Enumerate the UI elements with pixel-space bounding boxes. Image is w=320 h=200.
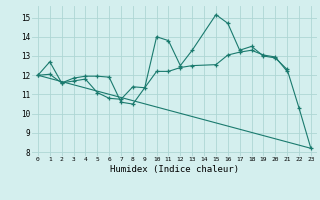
X-axis label: Humidex (Indice chaleur): Humidex (Indice chaleur) (110, 165, 239, 174)
